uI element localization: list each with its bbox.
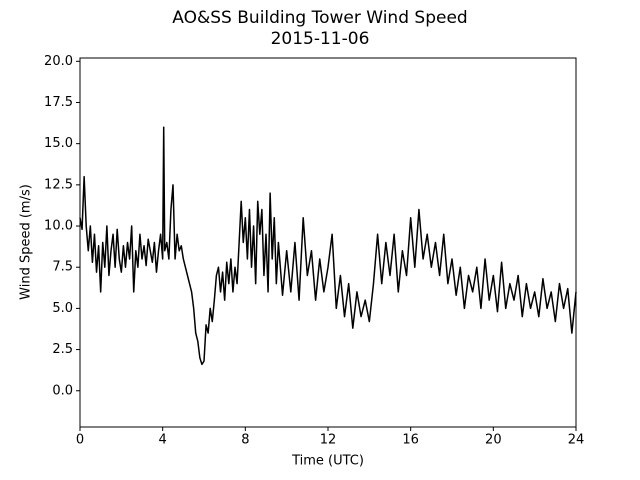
y-tick-label: 0.0 [52, 383, 73, 398]
x-tick-label: 12 [320, 433, 337, 448]
y-tick-label: 7.5 [52, 260, 73, 275]
x-tick-label: 20 [485, 433, 502, 448]
y-tick-label: 20.0 [44, 54, 73, 69]
y-tick-label: 12.5 [44, 177, 73, 192]
y-tick-label: 15.0 [44, 136, 73, 151]
y-tick-label: 10.0 [44, 219, 73, 234]
x-tick-label: 24 [568, 433, 585, 448]
y-axis-label: Wind Speed (m/s) [19, 184, 34, 300]
x-tick-label: 0 [76, 433, 84, 448]
y-tick-label: 5.0 [52, 301, 73, 316]
plot-frame [79, 57, 577, 428]
x-axis-label: Time (UTC) [291, 454, 364, 469]
x-tick-label: 8 [241, 433, 249, 448]
x-tick-label: 16 [402, 433, 419, 448]
x-tick-label: 4 [159, 433, 167, 448]
y-tick-label: 2.5 [52, 342, 73, 357]
y-tick-label: 17.5 [44, 95, 73, 110]
chart-title: AO&SS Building Tower Wind Speed [172, 8, 467, 28]
chart-subtitle: 2015-11-06 [271, 29, 370, 49]
line-series [79, 126, 577, 366]
